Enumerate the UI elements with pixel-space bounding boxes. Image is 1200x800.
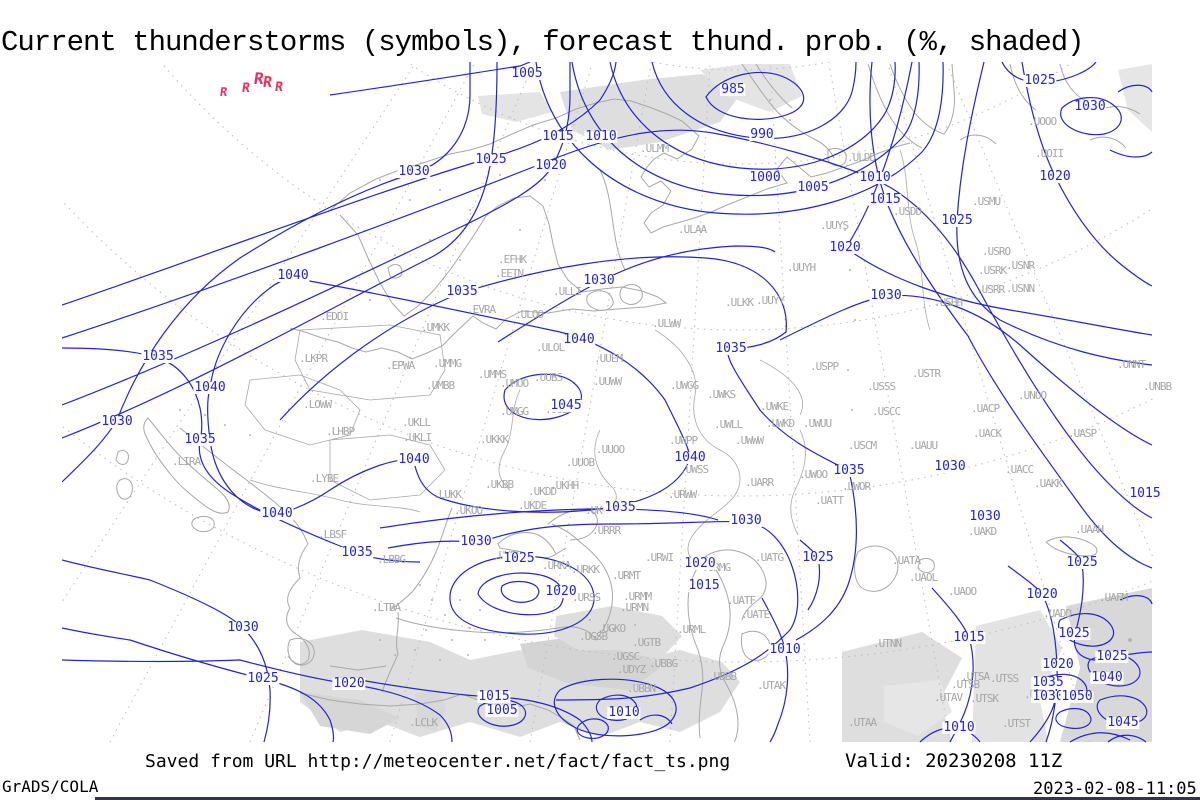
valid-time-text: Valid: 20230208 11Z — [845, 750, 1063, 772]
isobar-layer — [62, 62, 1153, 743]
generation-datetime-text: 2023-02-08-11:05 — [1033, 779, 1197, 799]
grads-credit-text: GrADS/COLA — [2, 777, 99, 796]
terrain-speckles — [179, 99, 1132, 661]
coastline-layer — [115, 63, 1141, 743]
saved-from-url-text: Saved from URL http://meteocenter.net/fa… — [145, 751, 731, 772]
bottom-edge-bar — [95, 797, 1200, 800]
map-title: Current thunderstorms (symbols), forecas… — [1, 26, 1085, 59]
